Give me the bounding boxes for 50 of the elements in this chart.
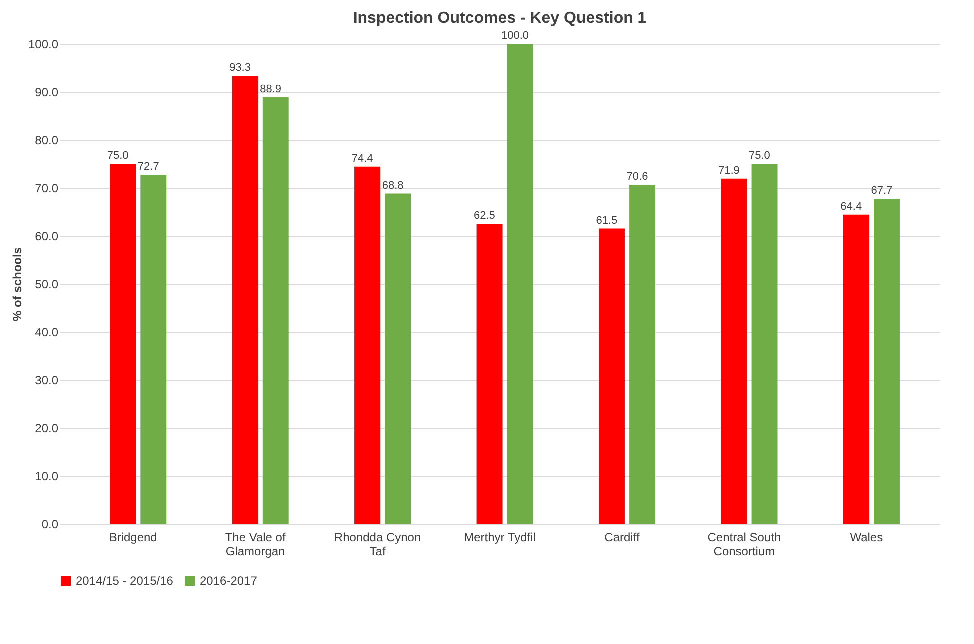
y-tick-label: 80.0 — [35, 134, 59, 148]
data-label: 88.9 — [260, 83, 282, 96]
y-tick-label: 0.0 — [42, 518, 59, 532]
bar — [476, 224, 503, 524]
data-label: 71.9 — [718, 164, 740, 177]
data-label: 100.0 — [502, 30, 530, 42]
chart-title: Inspection Outcomes - Key Question 1 — [353, 10, 647, 27]
x-tick-label: Rhondda Cynon Taf — [334, 530, 422, 558]
bar — [262, 97, 289, 524]
data-label: 70.6 — [626, 171, 648, 184]
data-label: 67.7 — [871, 185, 893, 198]
y-tick-label: 30.0 — [35, 374, 59, 388]
bar — [630, 185, 656, 524]
x-tick-label: Bridgend — [109, 530, 158, 544]
x-tick-label: Wales — [850, 530, 884, 544]
y-axis-title: % of schools — [10, 247, 24, 322]
data-label: 74.4 — [352, 152, 374, 165]
bar — [507, 44, 534, 524]
bar — [354, 166, 381, 524]
data-label: 93.3 — [230, 62, 251, 74]
x-tick-label: Cardiff — [604, 530, 640, 544]
bar — [721, 178, 748, 524]
x-tick-label: The Vale of Glamorgan — [225, 530, 286, 558]
y-tick-label: 100.0 — [28, 38, 59, 52]
data-label: 61.5 — [596, 214, 618, 227]
data-label: 68.8 — [382, 180, 404, 192]
y-tick-label: 10.0 — [35, 470, 59, 484]
bar — [752, 164, 778, 524]
y-tick-label: 60.0 — [35, 230, 59, 244]
legend-label: 2016-2017 — [200, 574, 258, 588]
y-tick-label: 90.0 — [35, 86, 59, 100]
data-label: 72.7 — [138, 161, 160, 174]
legend-label: 2014/15 - 2015/16 — [76, 574, 174, 588]
bar — [385, 194, 412, 524]
bar — [232, 76, 258, 524]
y-tick-label: 20.0 — [35, 422, 59, 436]
bar — [874, 199, 900, 524]
y-tick-label: 40.0 — [35, 326, 59, 340]
data-label: 75.0 — [107, 150, 129, 162]
bar — [599, 228, 625, 524]
bar — [843, 214, 870, 524]
bar — [110, 164, 136, 524]
y-tick-label: 50.0 — [35, 278, 59, 292]
y-tick-label: 70.0 — [35, 182, 59, 196]
x-tick-label: Central South Consortium — [708, 530, 782, 558]
bar — [140, 175, 167, 524]
x-tick-label: Merthyr Tydfil — [464, 530, 536, 544]
data-label: 64.4 — [840, 200, 862, 213]
data-label: 75.0 — [749, 150, 770, 162]
data-label: 62.5 — [474, 210, 496, 222]
